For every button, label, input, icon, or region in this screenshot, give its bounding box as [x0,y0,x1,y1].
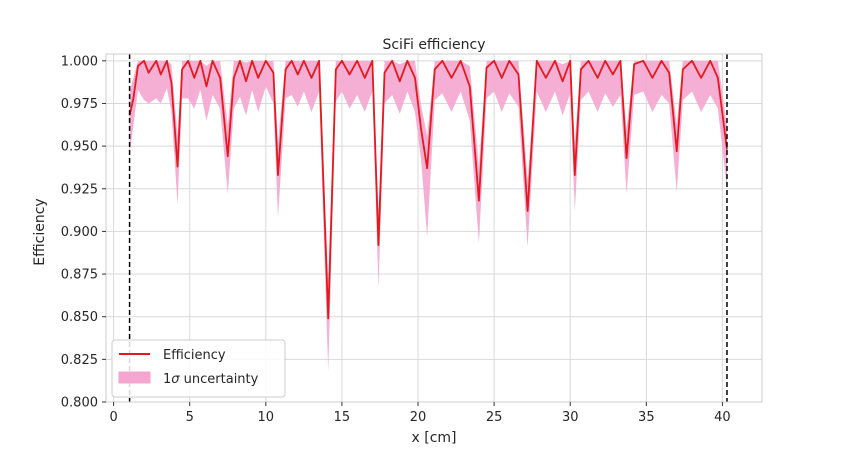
x-tick-label: 5 [186,410,194,425]
y-tick-label: 0.925 [61,182,98,197]
y-tick-labels: 0.800 0.825 0.850 0.875 0.900 0.925 0.950 0.975… [61,54,106,411]
y-tick-label: 0.850 [61,310,98,325]
x-axis-label: x [cm] [412,430,457,446]
x-tick-label: 25 [486,410,503,425]
efficiency-line-layer [128,59,728,320]
y-tick-label: 0.825 [61,353,98,368]
x-tick-label: 40 [714,410,731,425]
x-tick-label: 35 [638,410,655,425]
legend-band-label: 1σ uncertainty [163,372,259,387]
x-tick-label: 10 [258,410,275,425]
x-tick-labels: 0 5 10 15 20 25 30 35 40 [109,402,731,425]
legend-efficiency-label: Efficiency [163,348,226,363]
plot-frame [105,53,763,403]
y-tick-label: 1.000 [61,54,98,69]
y-tick-label: 0.875 [61,268,98,283]
uncertainty-band [129,60,727,372]
efficiency-line [128,59,728,320]
legend-band-swatch [118,371,151,384]
legend-box [111,339,286,398]
y-tick-label: 0.800 [61,396,98,411]
y-axis-label: Efficiency [32,198,48,265]
chart-title: SciFi efficiency [382,37,485,53]
uncertainty-band-layer [129,60,727,372]
x-tick-label: 0 [109,410,117,425]
x-tick-label: 20 [410,410,427,425]
x-tick-label: 30 [562,410,579,425]
legend: Efficiency 1σ uncertainty [111,339,286,398]
y-tick-label: 0.950 [61,140,98,155]
y-tick-label: 0.900 [61,225,98,240]
y-tick-label: 0.975 [61,97,98,112]
x-tick-label: 15 [334,410,351,425]
